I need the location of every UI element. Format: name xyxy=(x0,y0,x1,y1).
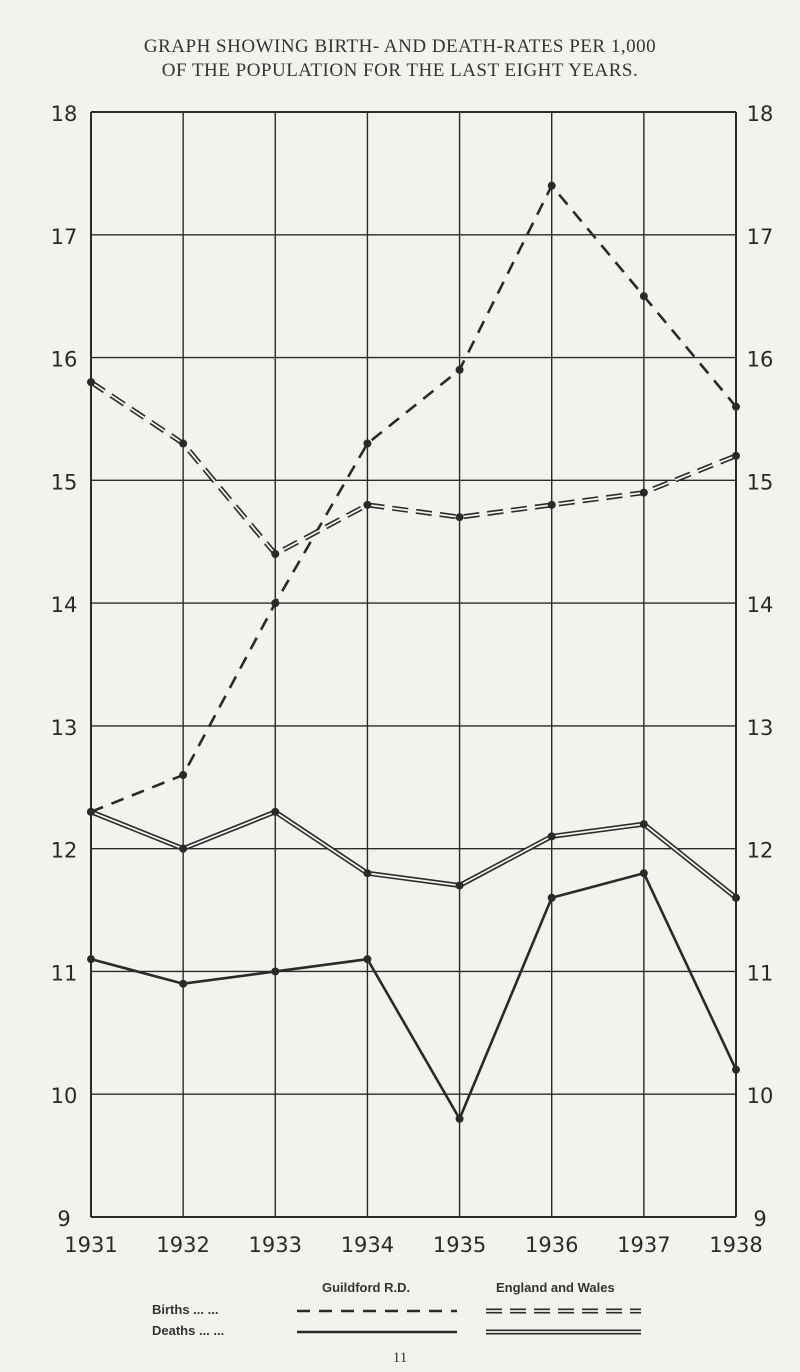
deaths-guildford-r-d-point xyxy=(363,955,372,964)
births-guildford-r-d-point xyxy=(639,292,648,301)
deaths-england-and-wales-point xyxy=(179,844,188,853)
legend-row-deaths: Deaths ... ... xyxy=(152,1323,225,1338)
x-tick-label: 1931 xyxy=(64,1233,117,1257)
births-england-and-wales-line-inner xyxy=(90,381,737,556)
deaths-england-and-wales-line-inner xyxy=(90,810,737,899)
y-tick-label-left: 15 xyxy=(51,470,78,494)
births-guildford-r-d-point xyxy=(455,365,464,374)
deaths-guildford-r-d-point xyxy=(179,979,188,988)
deaths-england-and-wales-point xyxy=(87,807,95,816)
deaths-guildford-r-d-point xyxy=(271,967,280,976)
deaths-england-and-wales-point xyxy=(639,820,648,829)
y-tick-label-right: 12 xyxy=(747,839,774,863)
births-guildford-r-d-line xyxy=(90,183,737,814)
deaths-guildford-r-d-point xyxy=(639,869,648,878)
y-tick-label-right: 15 xyxy=(747,470,774,494)
deaths-guildford-r-d-point xyxy=(455,1114,464,1123)
births-guildford-r-d-point xyxy=(732,402,740,411)
deaths-guildford-r-d-point xyxy=(732,1065,740,1074)
x-tick-label: 1937 xyxy=(617,1233,670,1257)
deaths-guildford-r-d-point xyxy=(547,893,556,902)
deaths-guildford-r-d-point xyxy=(87,955,95,964)
births-england-and-wales-point xyxy=(455,513,464,522)
x-tick-label: 1935 xyxy=(433,1233,486,1257)
y-tick-label-right: 18 xyxy=(747,102,774,126)
births-england-and-wales-point xyxy=(639,488,648,497)
births-england-and-wales-point xyxy=(732,451,740,460)
births-guildford-r-d-point xyxy=(363,439,372,448)
x-tick-label: 1938 xyxy=(709,1233,762,1257)
y-tick-label-left: 12 xyxy=(51,839,78,863)
chart-subtitle: OF THE POPULATION FOR THE LAST EIGHT YEA… xyxy=(161,60,639,81)
x-tick-label: 1934 xyxy=(341,1233,394,1257)
births-england-and-wales-point xyxy=(363,500,372,509)
births-england-and-wales-point xyxy=(87,378,95,387)
y-tick-label-left: 17 xyxy=(51,225,78,249)
chart-title: GRAPH SHOWING BIRTH- AND DEATH-RATES PER… xyxy=(143,36,657,57)
x-tick-label: 1933 xyxy=(249,1233,302,1257)
deaths-guildford-r-d-line xyxy=(90,871,738,1122)
y-tick-label-right: 13 xyxy=(747,716,774,740)
births-england-and-wales-point xyxy=(547,500,556,509)
legend-row-births: Births ... ... xyxy=(152,1302,219,1317)
deaths-england-and-wales-point xyxy=(271,807,280,816)
y-tick-label-left: 13 xyxy=(51,716,78,740)
deaths-england-and-wales-point xyxy=(363,869,372,878)
deaths-england-and-wales-point xyxy=(455,881,464,890)
y-tick-label-right: 9 xyxy=(753,1207,766,1231)
x-tick-label: 1932 xyxy=(156,1233,209,1257)
deaths-england-and-wales-point xyxy=(547,832,556,841)
y-tick-label-right: 17 xyxy=(747,225,774,249)
y-tick-label-left: 11 xyxy=(51,961,78,985)
y-tick-label-left: 9 xyxy=(57,1207,70,1231)
births-guildford-r-d-point xyxy=(179,771,188,779)
y-tick-label-left: 18 xyxy=(51,102,78,126)
births-england-and-wales-point xyxy=(271,550,280,558)
page-number: 11 xyxy=(392,1350,408,1366)
y-tick-label-left: 14 xyxy=(51,593,78,617)
y-tick-label-left: 10 xyxy=(51,1084,78,1108)
births-guildford-r-d-point xyxy=(547,181,556,190)
y-tick-label-right: 10 xyxy=(747,1084,774,1108)
births-england-and-wales-point xyxy=(179,439,188,448)
y-tick-label-left: 16 xyxy=(51,348,78,372)
births-guildford-r-d-point xyxy=(271,599,280,608)
deaths-england-and-wales-point xyxy=(732,893,740,902)
y-tick-label-right: 11 xyxy=(747,961,774,985)
legend-column-guildford: Guildford R.D. xyxy=(322,1280,411,1295)
y-tick-label-right: 16 xyxy=(747,348,774,372)
x-tick-label: 1936 xyxy=(525,1233,578,1257)
legend-column-england-wales: England and Wales xyxy=(496,1280,615,1295)
y-tick-label-right: 14 xyxy=(747,593,774,617)
